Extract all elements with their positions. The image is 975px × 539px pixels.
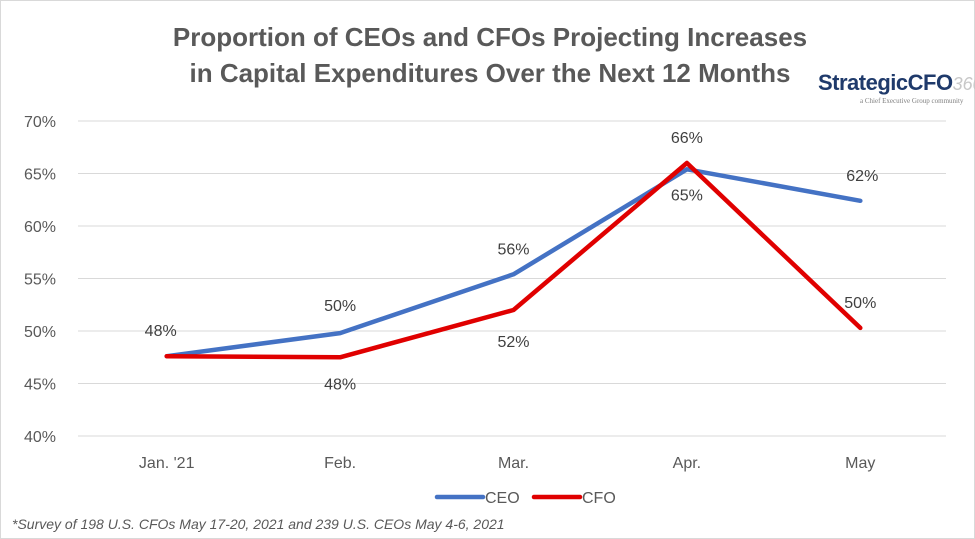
data-label-ceo: 48% bbox=[145, 323, 177, 340]
y-tick-label: 40% bbox=[24, 429, 56, 446]
data-label-cfo: 52% bbox=[497, 334, 529, 351]
logo-number: 360 bbox=[952, 74, 975, 94]
strategic-cfo-logo: StrategicCFO360 a Chief Executive Group … bbox=[818, 70, 975, 105]
legend-label-cfo: CFO bbox=[582, 490, 616, 507]
x-tick-label: Apr. bbox=[673, 455, 701, 472]
data-label-cfo: 66% bbox=[671, 130, 703, 147]
legend-label-ceo: CEO bbox=[485, 490, 520, 507]
chart-title-line-2: in Capital Expenditures Over the Next 12… bbox=[189, 58, 791, 88]
x-axis-ticks: Jan. '21 Feb. Mar. Apr. May bbox=[139, 455, 875, 472]
x-tick-label: Mar. bbox=[498, 455, 529, 472]
data-label-ceo: 56% bbox=[497, 241, 529, 258]
y-tick-label: 60% bbox=[24, 219, 56, 236]
data-label-ceo: 50% bbox=[324, 298, 356, 315]
legend: CEO CFO bbox=[434, 490, 616, 507]
data-label-ceo: 62% bbox=[846, 168, 878, 185]
x-tick-label: May bbox=[845, 455, 875, 472]
series-lines bbox=[164, 160, 863, 360]
data-label-ceo: 65% bbox=[671, 187, 703, 204]
logo-brand: StrategicCFO bbox=[818, 70, 953, 95]
x-tick-label: Feb. bbox=[324, 455, 356, 472]
y-axis-ticks: 70% 65% 60% 55% 50% 45% 40% bbox=[24, 114, 56, 446]
y-tick-label: 65% bbox=[24, 167, 56, 184]
y-tick-label: 55% bbox=[24, 272, 56, 289]
x-tick-label: Jan. '21 bbox=[139, 455, 195, 472]
logo-tagline: a Chief Executive Group community bbox=[860, 97, 964, 105]
y-tick-label: 70% bbox=[24, 114, 56, 131]
chart-title-line-1: Proportion of CEOs and CFOs Projecting I… bbox=[172, 22, 808, 52]
y-tick-label: 50% bbox=[24, 324, 56, 341]
gridlines bbox=[78, 120, 946, 437]
data-label-cfo: 48% bbox=[324, 376, 356, 393]
footnote: *Survey of 198 U.S. CFOs May 17-20, 2021… bbox=[12, 516, 505, 532]
series-line-ceo bbox=[164, 167, 863, 359]
data-labels: 48% 50% 56% 65% 62% 48% 52% 66% 50% bbox=[145, 130, 879, 393]
y-tick-label: 45% bbox=[24, 377, 56, 394]
series-line-cfo bbox=[164, 160, 863, 360]
data-label-cfo: 50% bbox=[844, 295, 876, 312]
